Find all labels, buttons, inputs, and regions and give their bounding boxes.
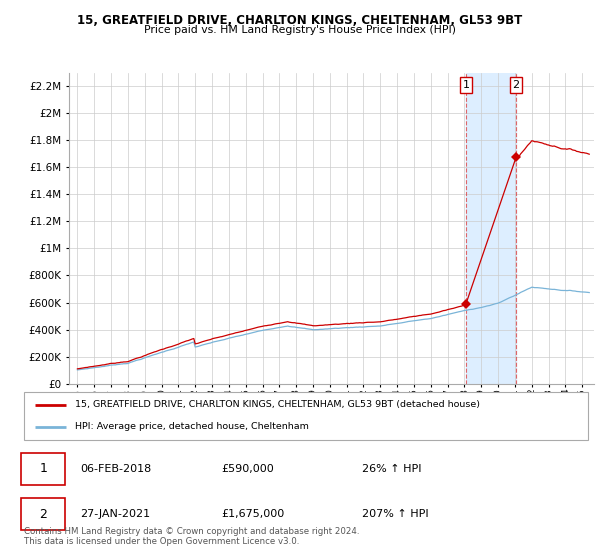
Text: Price paid vs. HM Land Registry's House Price Index (HPI): Price paid vs. HM Land Registry's House … [144,25,456,35]
Bar [466,73,516,384]
Text: 06-FEB-2018: 06-FEB-2018 [80,464,152,474]
Text: 15, GREATFIELD DRIVE, CHARLTON KINGS, CHELTENHAM, GL53 9BT (detached house): 15, GREATFIELD DRIVE, CHARLTON KINGS, CH… [75,400,480,409]
Text: 15, GREATFIELD DRIVE, CHARLTON KINGS, CHELTENHAM, GL53 9BT: 15, GREATFIELD DRIVE, CHARLTON KINGS, CH… [77,14,523,27]
FancyBboxPatch shape [21,452,65,484]
Text: 2: 2 [512,80,520,90]
Text: 26% ↑ HPI: 26% ↑ HPI [362,464,422,474]
Text: Contains HM Land Registry data © Crown copyright and database right 2024.
This d: Contains HM Land Registry data © Crown c… [24,526,359,546]
FancyBboxPatch shape [21,498,65,530]
Text: 2: 2 [39,508,47,521]
Text: 207% ↑ HPI: 207% ↑ HPI [362,510,429,519]
Text: 1: 1 [463,80,469,90]
Text: 27-JAN-2021: 27-JAN-2021 [80,510,151,519]
FancyBboxPatch shape [24,392,588,440]
Text: £1,675,000: £1,675,000 [221,510,284,519]
Text: 1: 1 [39,462,47,475]
Text: £590,000: £590,000 [221,464,274,474]
Text: HPI: Average price, detached house, Cheltenham: HPI: Average price, detached house, Chel… [75,422,308,431]
